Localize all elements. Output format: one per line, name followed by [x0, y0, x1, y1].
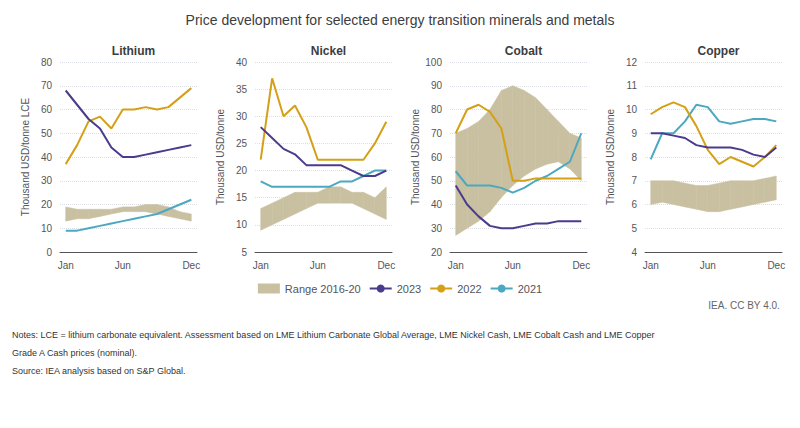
svg-text:4: 4 [631, 247, 637, 258]
svg-text:Dec: Dec [572, 260, 590, 271]
svg-text:90: 90 [431, 80, 443, 91]
svg-text:9: 9 [631, 128, 637, 139]
svg-text:70: 70 [41, 80, 53, 91]
svg-text:Dec: Dec [182, 260, 200, 271]
svg-text:10: 10 [41, 223, 53, 234]
svg-text:Range 2016-20: Range 2016-20 [285, 283, 361, 295]
svg-text:Thousand USD/tonne: Thousand USD/tonne [605, 108, 616, 205]
svg-text:Jun: Jun [310, 260, 326, 271]
svg-text:40: 40 [431, 199, 443, 210]
svg-text:Thousand USD/tonne: Thousand USD/tonne [215, 108, 226, 205]
svg-text:Thousand USD/tonne: Thousand USD/tonne [410, 108, 421, 205]
svg-text:Grade A Cash prices (nominal).: Grade A Cash prices (nominal). [12, 348, 137, 358]
svg-text:Jun: Jun [505, 260, 521, 271]
svg-text:2021: 2021 [518, 283, 542, 295]
svg-text:Dec: Dec [377, 260, 395, 271]
svg-text:11: 11 [627, 80, 638, 91]
svg-text:60: 60 [41, 104, 53, 115]
svg-text:Jun: Jun [700, 260, 716, 271]
svg-text:Jan: Jan [58, 260, 74, 271]
svg-text:Thousand USD/tonne LCE: Thousand USD/tonne LCE [20, 97, 31, 216]
svg-text:Lithium: Lithium [112, 44, 155, 58]
svg-text:Source: IEA analysis based on: Source: IEA analysis based on S&P Global… [12, 366, 185, 376]
svg-text:Dec: Dec [767, 260, 785, 271]
svg-text:Nickel: Nickel [311, 44, 346, 58]
svg-text:60: 60 [431, 152, 443, 163]
svg-text:5: 5 [241, 247, 247, 258]
svg-text:2022: 2022 [457, 283, 481, 295]
svg-text:Jan: Jan [253, 260, 269, 271]
svg-text:80: 80 [41, 57, 53, 68]
svg-text:12: 12 [626, 57, 638, 68]
svg-text:40: 40 [41, 152, 53, 163]
svg-text:70: 70 [431, 128, 443, 139]
svg-text:80: 80 [431, 104, 443, 115]
svg-text:35: 35 [236, 84, 248, 95]
svg-text:10: 10 [236, 219, 248, 230]
svg-text:Jun: Jun [115, 260, 131, 271]
svg-text:Jan: Jan [448, 260, 464, 271]
svg-text:40: 40 [236, 57, 248, 68]
svg-text:8: 8 [631, 152, 637, 163]
svg-text:IEA. CC BY 4.0.: IEA. CC BY 4.0. [708, 300, 780, 311]
svg-text:Copper: Copper [698, 44, 740, 58]
svg-text:100: 100 [425, 57, 442, 68]
svg-text:10: 10 [626, 104, 638, 115]
svg-text:30: 30 [236, 111, 248, 122]
svg-text:30: 30 [41, 175, 53, 186]
svg-text:Price development for selected: Price development for selected energy tr… [186, 12, 615, 28]
svg-text:6: 6 [631, 199, 637, 210]
svg-text:7: 7 [631, 175, 637, 186]
svg-text:20: 20 [236, 165, 248, 176]
svg-text:Notes: LCE = lithium carbonate: Notes: LCE = lithium carbonate equivalen… [12, 330, 654, 340]
svg-text:20: 20 [41, 199, 53, 210]
svg-text:25: 25 [236, 138, 248, 149]
svg-text:30: 30 [431, 223, 443, 234]
svg-text:0: 0 [46, 247, 52, 258]
svg-text:50: 50 [41, 128, 53, 139]
svg-text:50: 50 [431, 175, 443, 186]
svg-text:5: 5 [631, 223, 637, 234]
svg-text:15: 15 [236, 192, 248, 203]
svg-text:20: 20 [431, 247, 443, 258]
svg-text:Jan: Jan [643, 260, 659, 271]
svg-text:2023: 2023 [397, 283, 421, 295]
svg-text:Cobalt: Cobalt [505, 44, 542, 58]
